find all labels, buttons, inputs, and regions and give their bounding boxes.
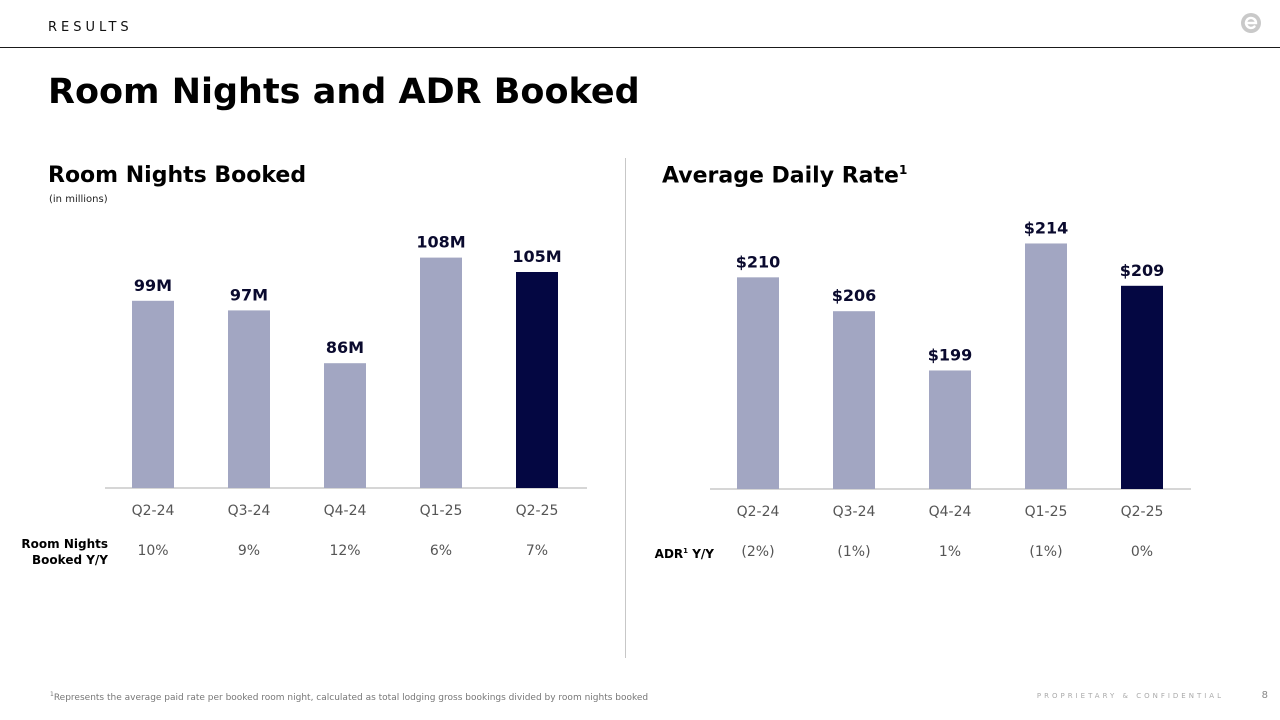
page-number: 8: [1261, 690, 1268, 701]
adr-data-label: $206: [832, 286, 877, 305]
room-nights-data-label: 105M: [512, 247, 561, 266]
adr-tick-label: Q4-24: [929, 504, 972, 520]
adr-bar: [1121, 285, 1163, 489]
adr-bar: [737, 277, 779, 489]
adr-yoy-value: (2%): [741, 544, 774, 560]
page-title: Room Nights and ADR Booked: [48, 72, 640, 112]
room-nights-bar: [324, 363, 366, 488]
room-nights-tick-label: Q2-24: [132, 503, 175, 519]
adr-data-label: $214: [1024, 218, 1069, 237]
adr-tick-label: Q3-24: [833, 504, 876, 520]
footnote: 1Represents the average paid rate per bo…: [50, 691, 649, 703]
adr-bar: [1025, 243, 1067, 489]
room-nights-yoy-value: 6%: [430, 543, 452, 559]
adr-yoy-label: ADR1 Y/Y: [654, 547, 714, 561]
adr-tick-label: Q1-25: [1025, 504, 1068, 520]
brand-logo-icon: [1241, 13, 1261, 33]
adr-yoy-value: 1%: [939, 544, 961, 560]
room-nights-yoy-value: 9%: [238, 543, 260, 559]
room-nights-tick-label: Q1-25: [420, 503, 463, 519]
adr-yoy-value: (1%): [837, 544, 870, 560]
room-nights-yoy-value: 10%: [137, 543, 168, 559]
room-nights-unit-note: (in millions): [49, 194, 108, 205]
room-nights-data-label: 97M: [230, 285, 268, 304]
room-nights-tick-label: Q2-25: [516, 503, 559, 519]
section-label: RESULTS: [48, 20, 133, 35]
adr-data-label: $210: [736, 252, 781, 271]
room-nights-data-label: 108M: [416, 233, 465, 252]
adr-yoy-value: 0%: [1131, 544, 1153, 560]
room-nights-tick-label: Q3-24: [228, 503, 271, 519]
room-nights-bar: [420, 257, 462, 488]
room-nights-bar: [228, 310, 270, 488]
panel-divider: [625, 158, 626, 658]
room-nights-data-label: 86M: [326, 338, 364, 357]
room-nights-data-label: 99M: [134, 276, 172, 295]
adr-data-label: $199: [928, 345, 973, 364]
adr-tick-label: Q2-25: [1121, 504, 1164, 520]
room-nights-yoy-value: 12%: [329, 543, 360, 559]
room-nights-bar: [132, 300, 174, 488]
adr-data-label: $209: [1120, 261, 1165, 280]
confidential-label: PROPRIETARY & CONFIDENTIAL: [1036, 692, 1224, 700]
header-divider: [0, 47, 1280, 48]
adr-yoy-value: (1%): [1029, 544, 1062, 560]
adr-bar: [833, 311, 875, 489]
adr-chart-title: Average Daily Rate1: [662, 163, 908, 189]
room-nights-yoy-value: 7%: [526, 543, 548, 559]
adr-tick-label: Q2-24: [737, 504, 780, 520]
room-nights-tick-label: Q4-24: [324, 503, 367, 519]
room-nights-yoy-label: Room Nights Booked Y/Y: [21, 537, 108, 567]
adr-bar: [929, 370, 971, 489]
room-nights-bar: [516, 272, 558, 488]
room-nights-chart-title: Room Nights Booked: [48, 163, 307, 188]
